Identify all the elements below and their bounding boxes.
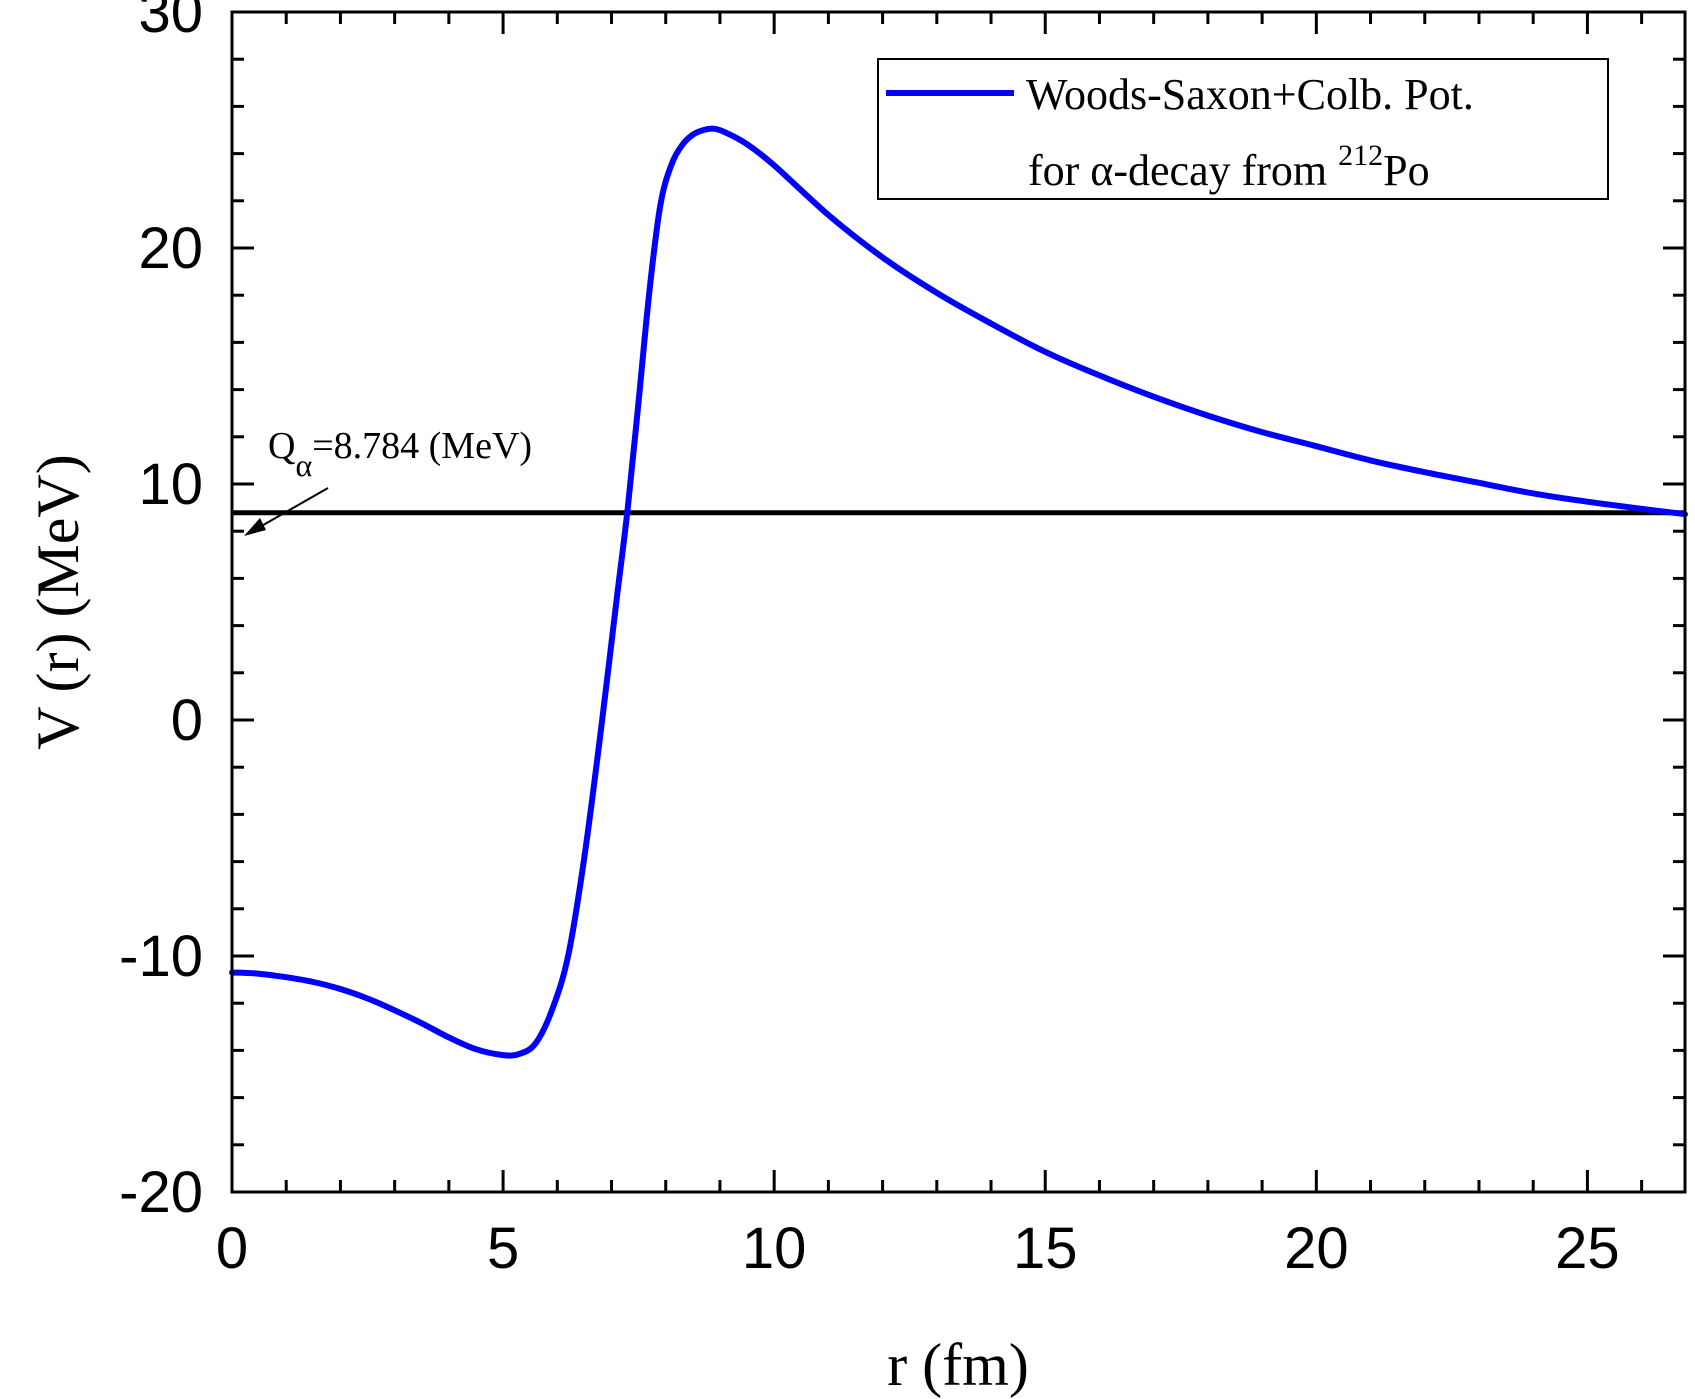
series-line — [229, 125, 1688, 1059]
x-tick-label: 10 — [742, 1216, 807, 1281]
x-tick-label: 5 — [487, 1216, 519, 1281]
x-tick-label: 20 — [1284, 1216, 1349, 1281]
x-tick-label: 15 — [1013, 1216, 1078, 1281]
q-annotation-arrow-shaft — [257, 487, 329, 529]
y-tick-label: -10 — [119, 924, 203, 989]
y-tick-label: -20 — [119, 1160, 203, 1225]
q-annotation: Qα=8.784 (MeV) — [244, 425, 532, 536]
legend-label-line2: for α-decay from 212Po — [1028, 139, 1430, 195]
y-tick-label: 20 — [138, 216, 203, 281]
legend-label-line1: Woods-Saxon+Colb. Pot. — [1026, 70, 1474, 119]
y-axis-title: V (r) (MeV) — [25, 454, 91, 749]
x-tick-label: 25 — [1555, 1216, 1620, 1281]
plot-frame — [230, 10, 1687, 1194]
legend-box — [877, 58, 1609, 200]
y-tick-label: 30 — [138, 0, 203, 45]
x-tick-label: 0 — [216, 1216, 248, 1281]
legend: Woods-Saxon+Colb. Pot. for α-decay from … — [877, 58, 1609, 200]
q-annotation-label: Qα=8.784 (MeV) — [268, 425, 532, 483]
q-annotation-arrowhead — [244, 518, 266, 536]
axis-ticks — [230, 10, 1685, 1194]
axis-tick-labels: 0 5 10 15 20 25 -20 -10 0 10 20 30 — [119, 0, 1619, 1281]
y-tick-label: 10 — [138, 452, 203, 517]
y-tick-label: 0 — [171, 688, 203, 753]
x-axis-title: r (fm) — [887, 1332, 1029, 1398]
